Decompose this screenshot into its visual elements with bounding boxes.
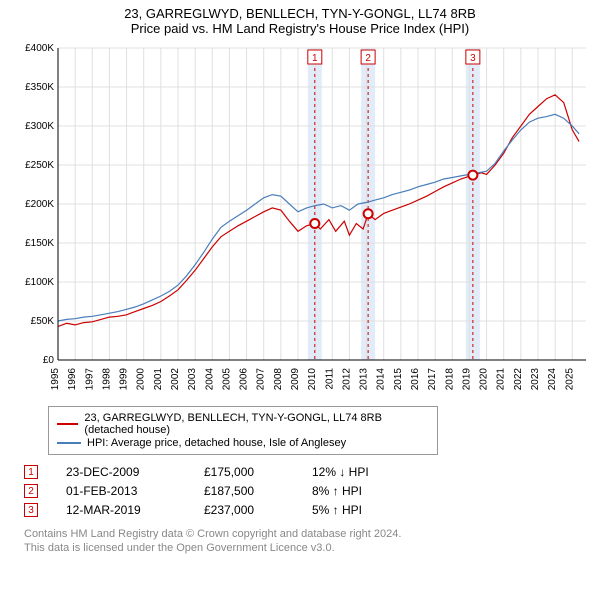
- svg-text:2009: 2009: [290, 368, 301, 391]
- legend-swatch: [57, 423, 78, 425]
- svg-text:2004: 2004: [204, 368, 215, 391]
- legend: 23, GARREGLWYD, BENLLECH, TYN-Y-GONGL, L…: [48, 406, 438, 455]
- svg-text:2023: 2023: [530, 368, 541, 391]
- footer-note: Contains HM Land Registry data © Crown c…: [24, 527, 594, 556]
- chart-svg: £0 £50K £100K £150K £200K £250K £300K £350K £400…: [6, 40, 592, 400]
- svg-text:2007: 2007: [256, 368, 267, 391]
- svg-text:2019: 2019: [461, 368, 472, 391]
- sale-delta: 5% ↑ HPI: [312, 503, 402, 517]
- svg-text:£350K: £350K: [25, 82, 54, 93]
- sale-price: £175,000: [204, 465, 284, 479]
- sales-table: 1 23-DEC-2009 £175,000 12% ↓ HPI 2 01-FE…: [24, 465, 594, 517]
- svg-text:2021: 2021: [496, 368, 507, 391]
- svg-text:2010: 2010: [307, 368, 318, 391]
- svg-text:2022: 2022: [513, 368, 524, 391]
- svg-text:2012: 2012: [341, 368, 352, 391]
- sale-delta: 12% ↓ HPI: [312, 465, 402, 479]
- legend-label: 23, GARREGLWYD, BENLLECH, TYN-Y-GONGL, L…: [84, 412, 429, 436]
- svg-text:2003: 2003: [187, 368, 198, 391]
- svg-text:2017: 2017: [427, 368, 438, 391]
- legend-item: HPI: Average price, detached house, Isle…: [57, 437, 429, 449]
- svg-text:£50K: £50K: [31, 316, 55, 327]
- svg-text:2013: 2013: [359, 368, 370, 391]
- chart: £0 £50K £100K £150K £200K £250K £300K £350K £400…: [6, 40, 592, 400]
- svg-text:2008: 2008: [273, 368, 284, 391]
- svg-text:1996: 1996: [67, 368, 78, 391]
- sale-row: 3 12-MAR-2019 £237,000 5% ↑ HPI: [24, 503, 594, 517]
- svg-text:2006: 2006: [239, 368, 250, 391]
- sale-delta: 8% ↑ HPI: [312, 484, 402, 498]
- svg-text:£200K: £200K: [25, 199, 54, 210]
- sale-marker: 2: [24, 484, 38, 498]
- legend-label: HPI: Average price, detached house, Isle…: [87, 437, 346, 449]
- svg-text:2005: 2005: [221, 368, 232, 391]
- svg-text:1: 1: [312, 53, 318, 64]
- svg-text:2014: 2014: [376, 368, 387, 391]
- svg-text:2018: 2018: [444, 368, 455, 391]
- svg-text:£150K: £150K: [25, 238, 54, 249]
- svg-text:1995: 1995: [50, 368, 61, 391]
- footer-line: This data is licensed under the Open Gov…: [24, 541, 594, 555]
- svg-text:£250K: £250K: [25, 160, 54, 171]
- chart-container: 23, GARREGLWYD, BENLLECH, TYN-Y-GONGL, L…: [0, 0, 600, 562]
- sale-date: 12-MAR-2019: [66, 503, 176, 517]
- sale-row: 2 01-FEB-2013 £187,500 8% ↑ HPI: [24, 484, 594, 498]
- svg-text:2: 2: [365, 53, 371, 64]
- sale-marker: 3: [24, 503, 38, 517]
- legend-item: 23, GARREGLWYD, BENLLECH, TYN-Y-GONGL, L…: [57, 412, 429, 436]
- svg-text:£400K: £400K: [25, 43, 54, 54]
- svg-text:2024: 2024: [547, 368, 558, 391]
- svg-text:1999: 1999: [119, 368, 130, 391]
- svg-text:£100K: £100K: [25, 277, 54, 288]
- svg-text:£300K: £300K: [25, 121, 54, 132]
- svg-text:£0: £0: [43, 355, 55, 366]
- sale-price: £187,500: [204, 484, 284, 498]
- footer-line: Contains HM Land Registry data © Crown c…: [24, 527, 594, 541]
- svg-text:1997: 1997: [84, 368, 95, 391]
- sale-row: 1 23-DEC-2009 £175,000 12% ↓ HPI: [24, 465, 594, 479]
- svg-text:1998: 1998: [101, 368, 112, 391]
- svg-text:2002: 2002: [170, 368, 181, 391]
- svg-text:2011: 2011: [324, 368, 335, 390]
- sale-date: 01-FEB-2013: [66, 484, 176, 498]
- svg-text:3: 3: [470, 53, 476, 64]
- sale-price: £237,000: [204, 503, 284, 517]
- svg-text:2001: 2001: [153, 368, 164, 391]
- sale-marker: 1: [24, 465, 38, 479]
- svg-text:2020: 2020: [479, 368, 490, 391]
- title-block: 23, GARREGLWYD, BENLLECH, TYN-Y-GONGL, L…: [6, 6, 594, 36]
- svg-text:2016: 2016: [410, 368, 421, 391]
- svg-text:2015: 2015: [393, 368, 404, 391]
- svg-text:2000: 2000: [136, 368, 147, 391]
- title-subtitle: Price paid vs. HM Land Registry's House …: [6, 21, 594, 36]
- title-address: 23, GARREGLWYD, BENLLECH, TYN-Y-GONGL, L…: [6, 6, 594, 21]
- legend-swatch: [57, 442, 81, 444]
- sale-date: 23-DEC-2009: [66, 465, 176, 479]
- svg-text:2025: 2025: [564, 368, 575, 391]
